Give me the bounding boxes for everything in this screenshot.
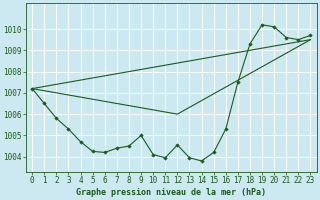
X-axis label: Graphe pression niveau de la mer (hPa): Graphe pression niveau de la mer (hPa) [76,188,266,197]
